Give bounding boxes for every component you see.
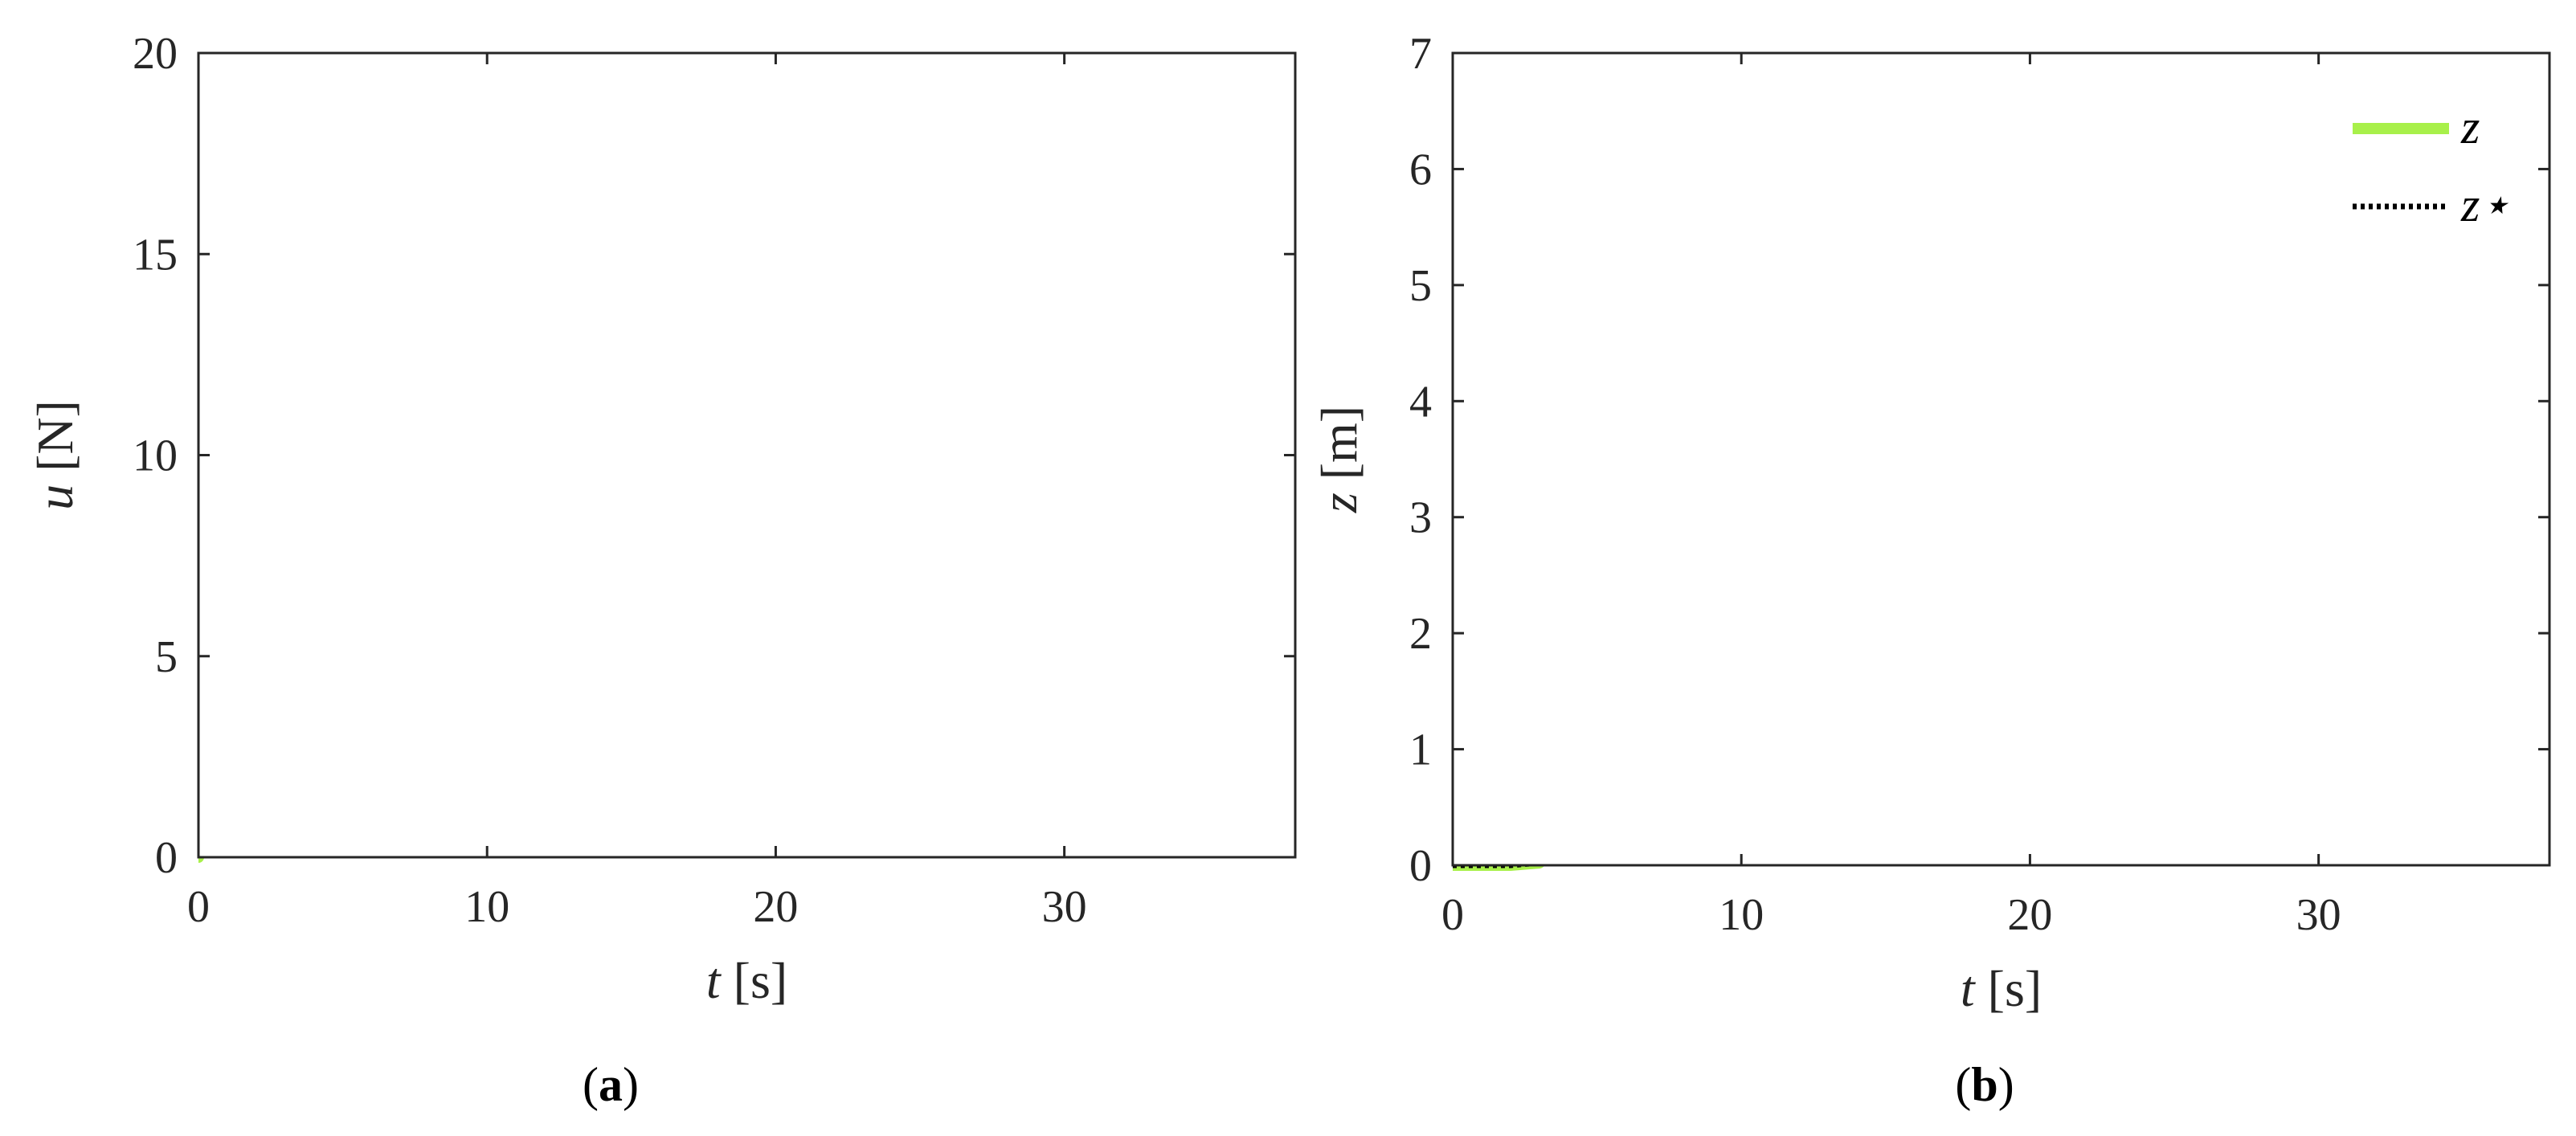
caption-letter: a bbox=[599, 1058, 623, 1111]
caption-paren-close: ) bbox=[623, 1058, 639, 1111]
legend-label: z⋆ bbox=[2460, 178, 2510, 231]
x-axis-label: t [s] bbox=[1961, 960, 2042, 1017]
y-tick-label: 15 bbox=[133, 230, 178, 280]
y-axis-label: u [N] bbox=[27, 400, 84, 510]
y-tick-label: 20 bbox=[133, 29, 178, 79]
panel-caption: (a) bbox=[583, 1058, 639, 1111]
y-tick-label: 10 bbox=[133, 431, 178, 481]
x-tick-label: 0 bbox=[187, 882, 210, 932]
y-tick-label: 7 bbox=[1409, 29, 1432, 79]
x-tick-label: 30 bbox=[1042, 882, 1087, 932]
x-axis-unit: [s] bbox=[721, 952, 788, 1009]
y-tick-label: 0 bbox=[155, 833, 178, 883]
y-tick-label: 4 bbox=[1409, 377, 1432, 427]
x-axis-variable: t bbox=[1961, 960, 1977, 1017]
x-axis-unit: [s] bbox=[1975, 960, 2042, 1017]
y-tick-label: 1 bbox=[1409, 725, 1432, 775]
y-tick-label: 5 bbox=[1409, 261, 1432, 311]
caption-paren-close: ) bbox=[1998, 1058, 2014, 1111]
x-axis-variable: t bbox=[706, 952, 722, 1009]
panel-a-plot: 0 10 20 30 0 5 10 15 20 t [s] u [N] (a) bbox=[27, 29, 1297, 1111]
y-tick-label: 0 bbox=[1409, 841, 1432, 891]
axes-frame bbox=[197, 51, 1297, 859]
y-axis-unit: [N] bbox=[27, 400, 84, 484]
axes-frame bbox=[1451, 51, 2551, 867]
y-tick-label: 6 bbox=[1409, 145, 1432, 194]
panel-caption: (b) bbox=[1955, 1058, 2014, 1111]
x-tick-label: 20 bbox=[753, 882, 798, 932]
x-axis-label: t [s] bbox=[706, 952, 787, 1009]
x-tick-label: 10 bbox=[1719, 890, 1764, 940]
y-axis-unit: [m] bbox=[1310, 406, 1368, 492]
x-tick-label: 30 bbox=[2296, 890, 2341, 940]
x-tick-label: 10 bbox=[464, 882, 509, 932]
y-tick-label: 3 bbox=[1409, 493, 1432, 543]
legend-label: z bbox=[2460, 100, 2480, 153]
y-axis-variable: z bbox=[1310, 492, 1368, 513]
caption-letter: b bbox=[1971, 1058, 1997, 1111]
caption-paren-open: ( bbox=[583, 1058, 599, 1111]
y-tick-label: 5 bbox=[155, 632, 178, 682]
x-tick-label: 0 bbox=[1441, 890, 1464, 940]
panel-b-plot: 0 10 20 30 0 1 2 3 4 5 6 7 t [s] z [m] (b) z z⋆ bbox=[1310, 29, 2551, 1111]
x-tick-label: 20 bbox=[2007, 890, 2052, 940]
y-tick-label: 2 bbox=[1409, 609, 1432, 659]
caption-paren-open: ( bbox=[1955, 1058, 1971, 1111]
y-axis-label: z [m] bbox=[1310, 406, 1368, 513]
y-axis-variable: u bbox=[27, 484, 84, 510]
